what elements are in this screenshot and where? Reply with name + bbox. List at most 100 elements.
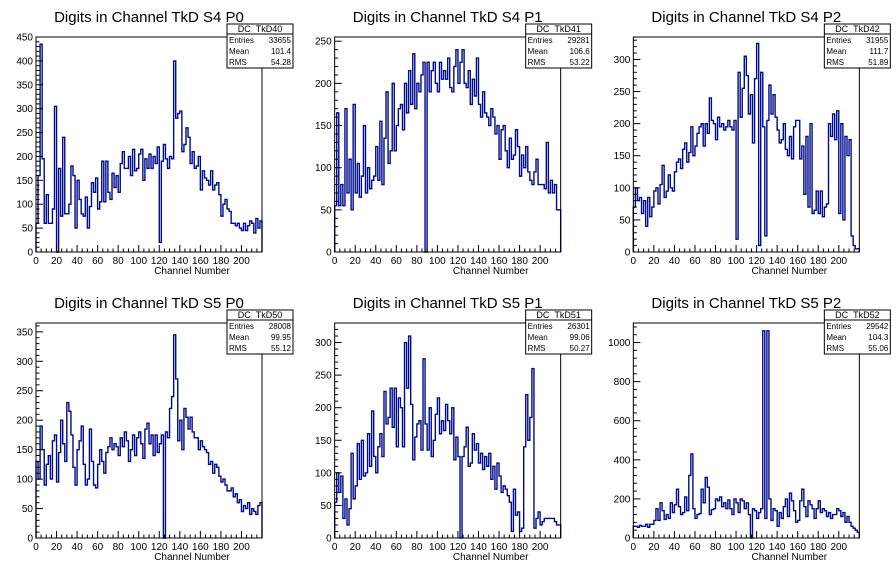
x-tick-label: 180 [810, 256, 827, 267]
stats-rms-value: 55.12 [271, 344, 292, 353]
y-tick-label: 50 [22, 504, 34, 515]
x-tick-label: 160 [192, 542, 209, 553]
chart-panel: 0 20 40 60 80 100 120 140 160 180 2000501001502002… [16, 9, 294, 277]
stats-box [525, 309, 593, 355]
x-tick-label: 140 [171, 542, 188, 553]
x-axis-label: Channel Number [752, 266, 828, 277]
stats-entries-value: 26301 [567, 322, 590, 331]
x-axis-label: Channel Number [752, 552, 828, 563]
x-tick-label: 100 [429, 256, 446, 267]
y-tick-label: 0 [326, 248, 332, 259]
y-tick-label: 250 [614, 87, 631, 98]
stats-entries-value: 33655 [269, 36, 292, 45]
chart-panel: 0 20 40 60 80 100 120 140 160 180 2000501001502002… [315, 9, 593, 277]
y-tick-label: 100 [16, 475, 33, 486]
x-tick-label: 40 [72, 256, 84, 267]
x-tick-label: 140 [769, 256, 786, 267]
stats-rms-label: RMS [826, 58, 844, 67]
y-tick-label: 450 [16, 33, 33, 44]
x-tick-label: 140 [470, 256, 487, 267]
stats-entries-label: Entries [229, 322, 254, 331]
chart-title: Digits in Channel TkD S4 P2 [651, 9, 841, 26]
x-tick-label: 100 [728, 542, 745, 553]
x-tick-label: 40 [370, 256, 382, 267]
stats-mean-value: 99.95 [271, 333, 292, 342]
y-tick-label: 300 [614, 55, 631, 66]
y-tick-label: 800 [614, 377, 631, 388]
stats-mean-value: 101.4 [271, 47, 292, 56]
x-tick-label: 200 [830, 256, 847, 267]
chart-title: Digits in Channel TkD S5 P1 [353, 295, 543, 312]
x-tick-label: 120 [748, 256, 765, 267]
x-tick-label: 60 [391, 256, 403, 267]
x-tick-label: 20 [350, 256, 362, 267]
stats-name: DC_TkD51 [536, 310, 581, 320]
x-tick-label: 80 [113, 542, 125, 553]
y-tick-label: 100 [16, 200, 33, 211]
x-tick-label: 120 [450, 542, 467, 553]
x-tick-label: 160 [491, 542, 508, 553]
x-tick-label: 20 [350, 542, 362, 553]
y-tick-label: 200 [16, 152, 33, 163]
x-tick-label: 140 [171, 256, 188, 267]
histogram-series [35, 334, 263, 539]
x-tick-label: 180 [511, 542, 528, 553]
stats-mean-label: Mean [229, 333, 249, 342]
y-tick-label: 50 [22, 224, 34, 235]
x-tick-label: 200 [532, 542, 549, 553]
stats-entries-value: 29281 [567, 36, 590, 45]
y-tick-label: 150 [315, 436, 332, 447]
x-tick-label: 60 [92, 542, 104, 553]
stats-rms-label: RMS [528, 58, 546, 67]
x-tick-label: 160 [789, 256, 806, 267]
x-tick-label: 200 [233, 542, 250, 553]
y-tick-label: 250 [315, 371, 332, 382]
stats-name: DC_TkD50 [238, 310, 283, 320]
plot-frame [35, 36, 263, 253]
x-tick-label: 20 [51, 256, 63, 267]
y-tick-label: 250 [16, 128, 33, 139]
y-tick-label: 0 [625, 248, 631, 259]
y-tick-label: 200 [315, 79, 332, 90]
x-tick-label: 200 [233, 256, 250, 267]
y-tick-label: 350 [16, 327, 33, 338]
y-tick-label: 150 [614, 151, 631, 162]
stats-rms-label: RMS [528, 344, 546, 353]
x-tick-label: 0 [332, 542, 338, 553]
stats-entries-label: Entries [528, 36, 553, 45]
x-tick-label: 180 [810, 542, 827, 553]
x-tick-label: 100 [130, 256, 147, 267]
stats-entries-value: 29542 [866, 322, 889, 331]
y-tick-label: 200 [614, 494, 631, 505]
x-tick-label: 40 [669, 542, 681, 553]
x-tick-label: 0 [631, 256, 637, 267]
x-tick-label: 40 [370, 542, 382, 553]
stats-rms-value: 55.06 [868, 344, 889, 353]
y-tick-label: 300 [16, 104, 33, 115]
y-tick-label: 200 [16, 416, 33, 427]
y-tick-label: 200 [315, 403, 332, 414]
histogram-series [333, 335, 562, 539]
chart-title: Digits in Channel TkD S4 P1 [353, 9, 543, 26]
y-tick-label: 50 [321, 205, 333, 216]
stats-name: DC_TkD52 [835, 310, 880, 320]
chart-panel: 0 20 40 60 80 100 120 140 160 180 2000501001502002… [315, 295, 593, 563]
y-tick-label: 0 [326, 534, 332, 545]
x-tick-label: 0 [33, 542, 39, 553]
x-tick-label: 160 [491, 256, 508, 267]
x-tick-label: 120 [151, 256, 168, 267]
stats-entries-label: Entries [528, 322, 553, 331]
y-tick-label: 350 [16, 80, 33, 91]
y-tick-label: 250 [315, 37, 332, 48]
stats-mean-value: 104.3 [868, 333, 889, 342]
y-tick-label: 0 [27, 248, 33, 259]
y-tick-label: 1000 [608, 338, 631, 349]
stats-rms-label: RMS [826, 344, 844, 353]
stats-rms-value: 54.28 [271, 58, 292, 67]
x-tick-label: 200 [532, 256, 549, 267]
y-tick-label: 400 [16, 56, 33, 67]
histogram-series [632, 42, 861, 252]
y-tick-label: 400 [614, 455, 631, 466]
y-tick-label: 100 [614, 183, 631, 194]
